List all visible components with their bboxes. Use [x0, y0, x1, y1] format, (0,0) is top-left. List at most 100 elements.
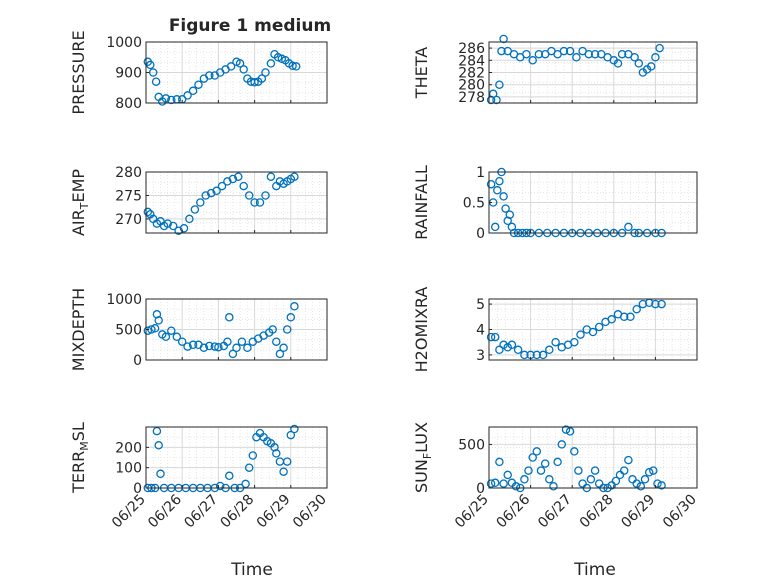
data-point — [499, 192, 508, 201]
data-point — [486, 332, 496, 342]
data-point — [270, 443, 279, 452]
x-tick-label: 06/27 — [181, 492, 221, 532]
subplot-air-temp: 270 275 280 AIRTEMP — [69, 165, 328, 236]
data-point — [223, 337, 232, 346]
data-point — [279, 343, 288, 353]
data-point — [150, 324, 160, 333]
data-point — [288, 61, 297, 71]
x-tick-label: 06/30 — [290, 492, 330, 532]
data-point — [199, 343, 209, 353]
data-point — [143, 326, 153, 335]
subplot-pressure: 800 900 1000 PRESSURE — [69, 30, 328, 115]
data-point — [257, 74, 267, 83]
data-point — [282, 325, 292, 334]
data-point — [177, 337, 187, 346]
data-point — [286, 430, 296, 440]
data-point — [520, 475, 529, 484]
y-tick-label: 4 — [476, 323, 485, 339]
data-point — [590, 49, 600, 59]
y-axis-label: MIXDEPTH — [69, 288, 88, 371]
data-point — [163, 219, 172, 228]
axes-frame — [488, 426, 698, 489]
data-point — [250, 198, 259, 207]
data-point — [232, 343, 241, 353]
data-point — [626, 312, 635, 322]
y-tick-label: 800 — [115, 96, 142, 112]
data-point — [217, 181, 227, 191]
y-axis-label: H2OMIXRA — [412, 287, 431, 373]
data-point — [486, 479, 496, 488]
x-tick-label: 06/25 — [452, 492, 492, 532]
data-point — [152, 310, 162, 319]
data-point — [501, 204, 510, 213]
data-point — [528, 453, 537, 462]
data-point — [524, 466, 533, 475]
y-tick-label: 100 — [115, 461, 142, 477]
data-point — [215, 481, 225, 491]
data-point — [151, 77, 161, 86]
data-point — [290, 172, 299, 181]
y-tick-label: 900 — [115, 66, 142, 82]
data-point — [167, 326, 176, 335]
y-axis-label: THETA — [412, 47, 431, 99]
axes-frame — [145, 171, 328, 234]
y-tick-label: 270 — [115, 212, 142, 228]
data-point — [594, 322, 604, 332]
data-point — [196, 198, 205, 207]
data-point — [576, 330, 585, 339]
data-point — [206, 188, 216, 198]
data-point — [540, 459, 550, 468]
data-point — [565, 427, 575, 436]
data-point — [613, 59, 623, 68]
y-tick-label: 1000 — [106, 292, 142, 308]
data-point — [291, 62, 301, 71]
data-point — [495, 80, 504, 89]
data-point — [570, 337, 579, 347]
data-point — [272, 449, 281, 458]
data-point — [615, 470, 625, 480]
data-point — [594, 479, 604, 488]
data-point — [228, 349, 238, 359]
y-axis-label: AIRTEMP — [69, 169, 91, 236]
data-point — [244, 191, 254, 200]
data-point — [657, 299, 666, 309]
data-point — [588, 327, 598, 337]
data-point — [146, 60, 155, 70]
data-point — [266, 172, 276, 181]
data-point — [266, 59, 276, 68]
data-point — [590, 466, 600, 475]
data-point — [534, 49, 544, 59]
x-tick-label: 06/28 — [577, 492, 617, 532]
data-point — [290, 302, 299, 311]
figure-title: Figure 1 medium — [169, 16, 331, 36]
data-point — [520, 350, 529, 360]
subplot-mixdepth: 0 500 1000 MIXDEPTH — [69, 288, 328, 371]
x-tick-label: 06/30 — [660, 492, 700, 532]
data-point — [183, 342, 192, 351]
x-tick-label: 06/26 — [494, 491, 534, 531]
data-point — [649, 466, 658, 475]
data-point — [584, 49, 594, 59]
data-point — [636, 482, 646, 491]
subplot-sun-flux: 0 500 06/25 06/26 06/27 06/28 06/29 06/30 SUNFLU… — [412, 422, 700, 531]
data-point — [522, 49, 531, 59]
data-point — [156, 469, 165, 479]
data-point — [239, 181, 248, 191]
data-point — [630, 53, 639, 62]
data-point — [559, 46, 569, 56]
data-point — [538, 350, 548, 360]
data-point — [272, 337, 281, 346]
y-tick-label: 0 — [133, 353, 142, 369]
data-point — [243, 343, 252, 353]
data-point — [528, 56, 537, 65]
data-point — [607, 481, 616, 490]
data-point — [167, 95, 176, 105]
data-point — [188, 340, 198, 350]
data-point — [290, 424, 299, 434]
data-point — [223, 177, 232, 186]
data-point — [225, 313, 234, 322]
data-point — [572, 53, 581, 62]
